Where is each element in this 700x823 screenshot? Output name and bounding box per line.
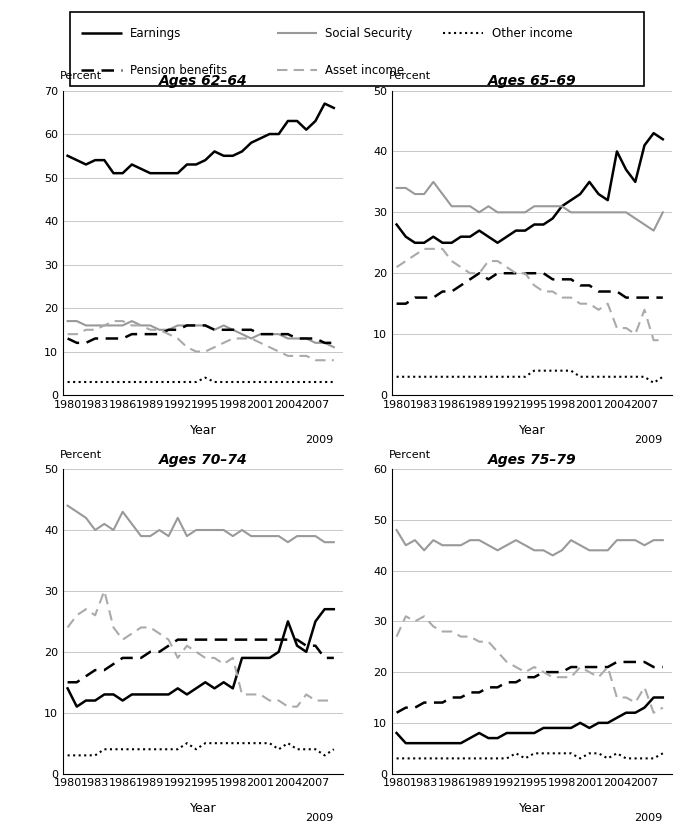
Text: Percent: Percent — [60, 72, 102, 81]
Title: Ages 75–79: Ages 75–79 — [488, 453, 576, 467]
Text: Pension benefits: Pension benefits — [130, 63, 228, 77]
X-axis label: Year: Year — [190, 424, 216, 437]
Text: 2009: 2009 — [635, 435, 663, 444]
Text: 2009: 2009 — [306, 435, 334, 444]
X-axis label: Year: Year — [519, 802, 545, 816]
Title: Ages 65–69: Ages 65–69 — [488, 74, 576, 88]
X-axis label: Year: Year — [519, 424, 545, 437]
Text: Social Security: Social Security — [326, 26, 413, 40]
Text: Earnings: Earnings — [130, 26, 181, 40]
X-axis label: Year: Year — [190, 802, 216, 816]
Text: 2009: 2009 — [306, 813, 334, 823]
Text: Percent: Percent — [389, 450, 431, 460]
Title: Ages 62–64: Ages 62–64 — [159, 74, 247, 88]
Text: Percent: Percent — [60, 450, 102, 460]
Text: 2009: 2009 — [635, 813, 663, 823]
Text: Asset income: Asset income — [326, 63, 405, 77]
Text: Percent: Percent — [389, 72, 431, 81]
Title: Ages 70–74: Ages 70–74 — [159, 453, 247, 467]
Text: Other income: Other income — [492, 26, 573, 40]
